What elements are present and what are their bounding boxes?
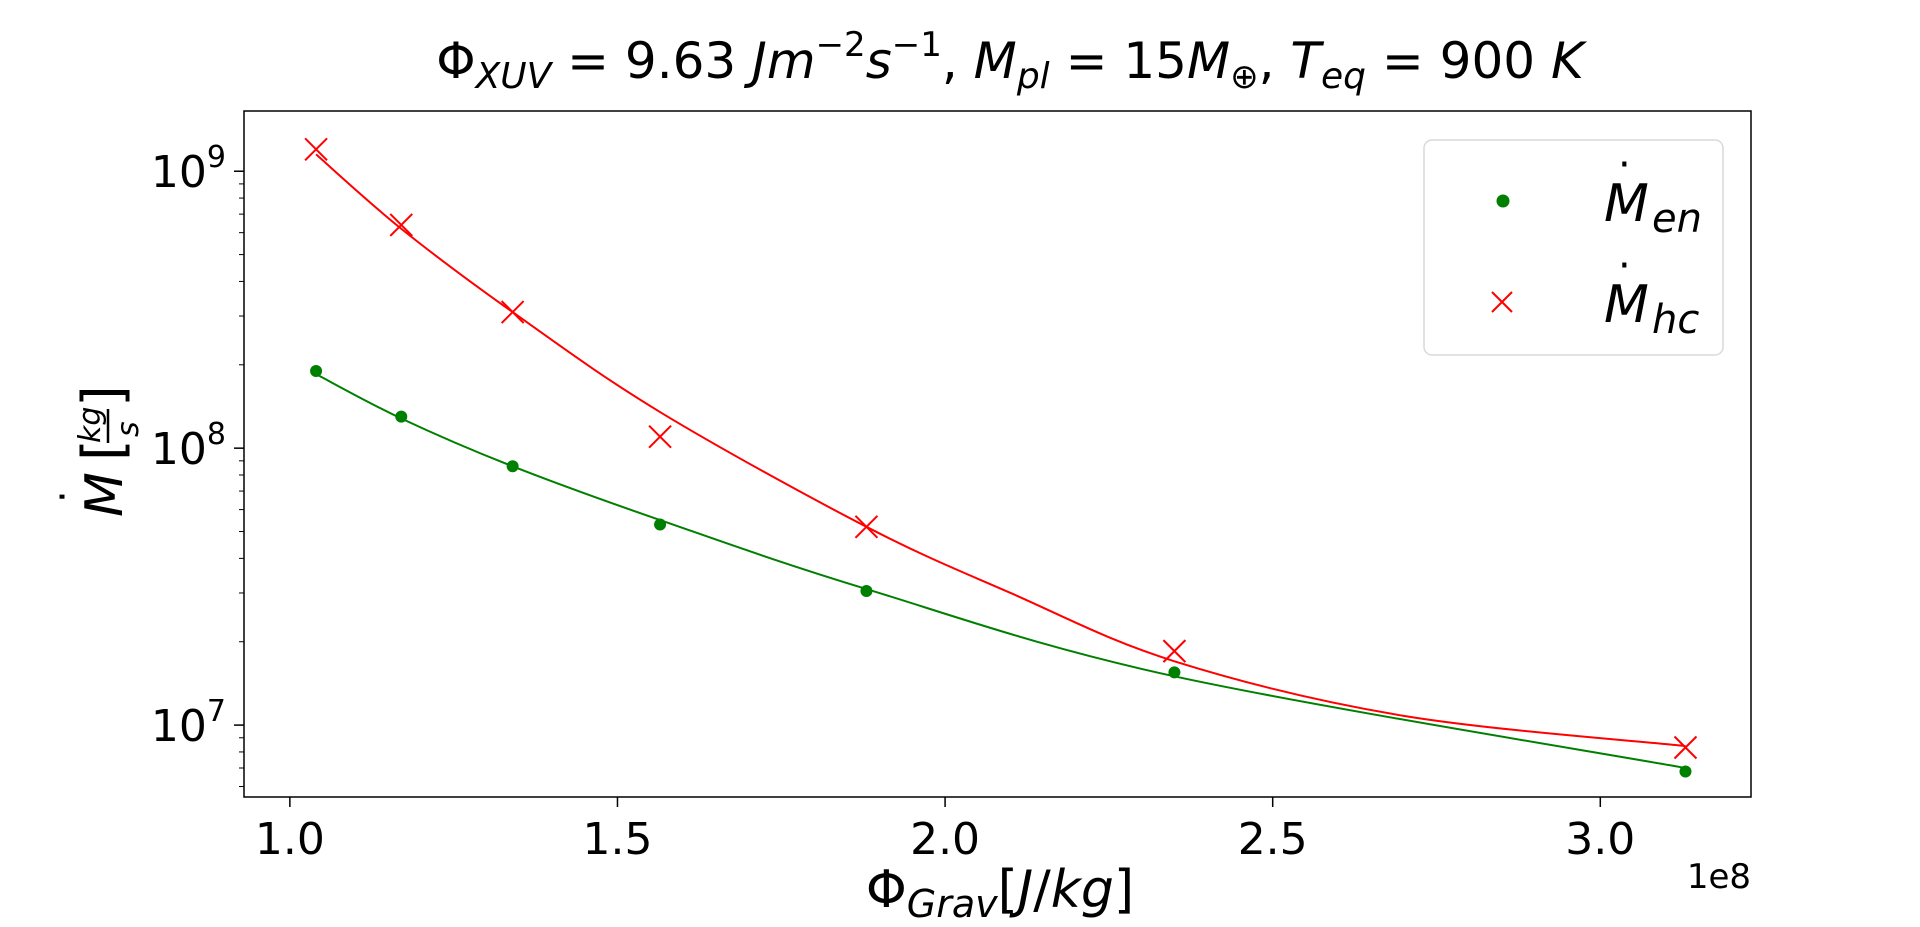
svg-text:en: en <box>1652 196 1702 242</box>
data-point-series-1 <box>648 424 672 449</box>
svg-text:hc: hc <box>1652 297 1699 343</box>
legend: M · en M · hc <box>1423 139 1724 356</box>
data-point-series-1 <box>304 137 328 162</box>
legend-label-hc: M · hc <box>1604 243 1699 343</box>
svg-text:·: · <box>1618 142 1631 188</box>
svg-text:M: M <box>1604 275 1649 335</box>
data-markers <box>304 137 1698 778</box>
x-tick-label: 2.5 <box>1238 814 1308 865</box>
data-point-series-0 <box>1168 666 1181 679</box>
svg-text:s: s <box>111 421 146 437</box>
legend-marker-hc <box>1491 291 1513 313</box>
fit-line-series-1 <box>315 153 1686 748</box>
plot-frame <box>243 110 1752 798</box>
x-axis-ticks: 1.0 1.5 2.0 2.5 3.0 <box>255 797 1635 865</box>
data-point-series-1 <box>389 213 413 237</box>
x-tick-label: 1.5 <box>582 814 652 865</box>
legend-box <box>1423 139 1724 356</box>
chart-title: ΦXUV = 9.63 Jm−2s−1, Mpl = 15M⊕, Teq = 9… <box>436 25 1588 97</box>
y-axis-ticks: 107 108 109 <box>151 140 244 788</box>
svg-text:kg: kg <box>73 407 108 443</box>
y-tick-label: 108 <box>151 417 226 475</box>
svg-text:M: M <box>75 472 135 517</box>
data-point-series-0 <box>310 364 323 377</box>
fit-curves <box>315 153 1686 769</box>
data-point-series-0 <box>654 518 667 531</box>
data-point-series-1 <box>500 300 525 324</box>
svg-text:[: [ <box>71 439 136 461</box>
y-tick-label: 107 <box>151 694 226 752</box>
svg-text:·: · <box>40 490 86 503</box>
svg-text:M: M <box>1604 174 1649 234</box>
y-axis-title: M · [ kg s ] <box>40 385 146 517</box>
x-tick-label: 1.0 <box>255 814 325 865</box>
x-axis-offset-label: 1e8 <box>1687 857 1751 897</box>
x-tick-label: 2.0 <box>910 814 980 865</box>
fit-line-series-0 <box>315 373 1686 769</box>
y-tick-label: 109 <box>151 140 226 198</box>
legend-label-en: M · en <box>1604 142 1702 242</box>
data-point-series-0 <box>1679 765 1692 778</box>
data-point-series-1 <box>1162 639 1187 663</box>
x-axis-title: ΦGrav[J/kg] <box>866 860 1134 926</box>
data-point-series-0 <box>506 460 519 473</box>
data-point-series-1 <box>1673 735 1698 760</box>
svg-text:]: ] <box>71 385 136 407</box>
data-point-series-0 <box>395 410 408 423</box>
legend-marker-en <box>1496 194 1510 208</box>
svg-text:·: · <box>1618 243 1631 289</box>
data-point-series-0 <box>860 584 873 597</box>
x-tick-label: 3.0 <box>1565 814 1635 865</box>
data-point-series-1 <box>854 515 879 539</box>
